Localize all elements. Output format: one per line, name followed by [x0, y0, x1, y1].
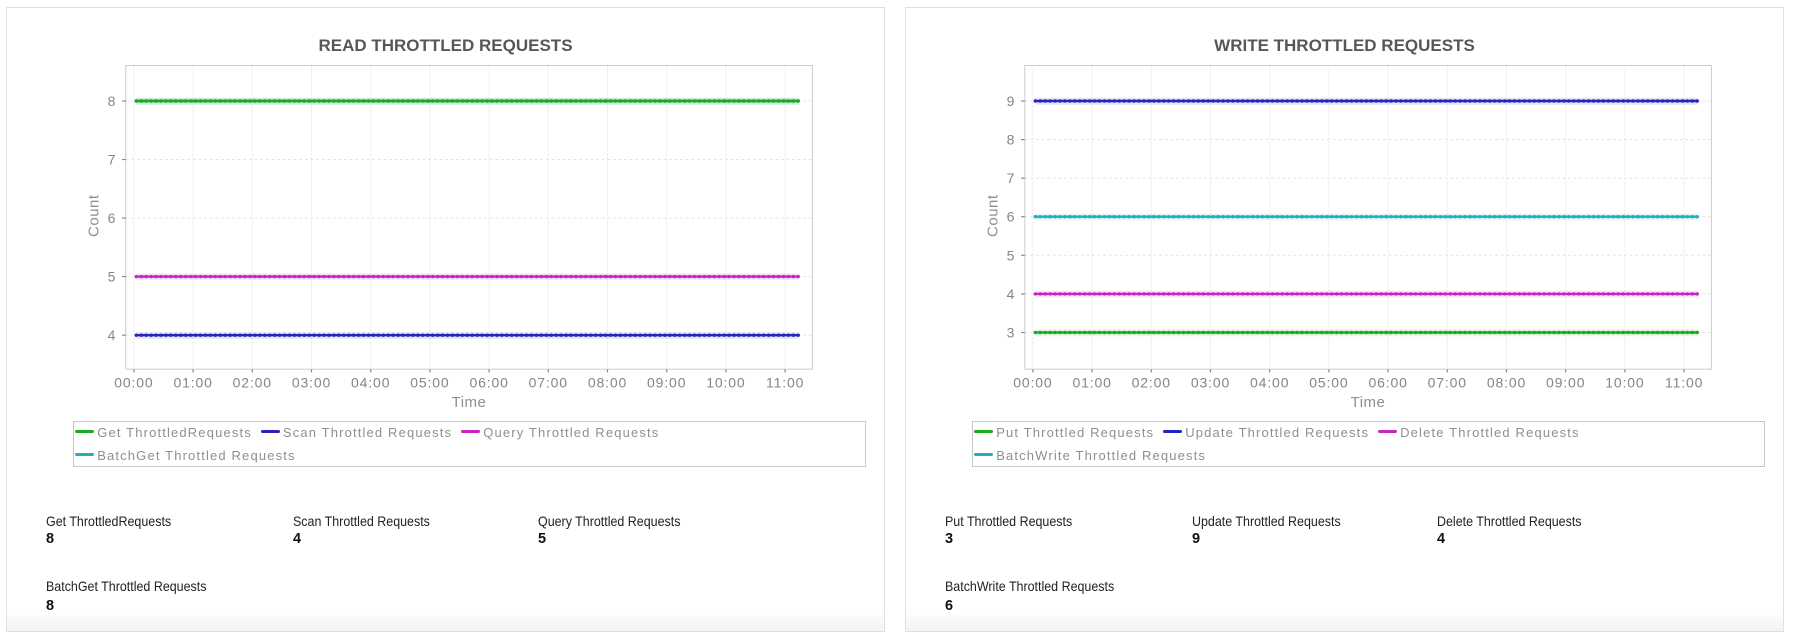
svg-text:09:00: 09:00: [647, 374, 686, 390]
svg-text:10:00: 10:00: [706, 374, 745, 390]
svg-text:6: 6: [108, 210, 116, 226]
svg-text:04:00: 04:00: [351, 374, 390, 390]
svg-text:3: 3: [1007, 325, 1015, 341]
svg-text:Count: Count: [86, 194, 103, 237]
svg-text:07:00: 07:00: [529, 374, 568, 390]
svg-text:05:00: 05:00: [410, 374, 449, 390]
svg-text:11:00: 11:00: [766, 374, 804, 390]
svg-text:6: 6: [1007, 209, 1015, 225]
svg-text:Time: Time: [452, 394, 487, 411]
svg-text:7: 7: [108, 152, 116, 168]
svg-text:9: 9: [1007, 93, 1015, 109]
svg-text:08:00: 08:00: [588, 374, 627, 390]
svg-text:00:00: 00:00: [1013, 374, 1052, 390]
svg-text:8: 8: [108, 93, 116, 109]
svg-text:Time: Time: [1351, 394, 1386, 411]
svg-text:8: 8: [1007, 132, 1015, 148]
svg-text:11:00: 11:00: [1665, 374, 1703, 390]
svg-text:02:00: 02:00: [233, 374, 272, 390]
svg-text:05:00: 05:00: [1309, 374, 1348, 390]
svg-text:4: 4: [1007, 286, 1015, 302]
svg-text:Count: Count: [985, 194, 1002, 237]
svg-text:5: 5: [108, 269, 116, 285]
svg-text:06:00: 06:00: [1368, 374, 1407, 390]
svg-text:04:00: 04:00: [1250, 374, 1289, 390]
svg-text:7: 7: [1007, 170, 1015, 186]
svg-text:10:00: 10:00: [1605, 374, 1644, 390]
svg-text:4: 4: [108, 327, 116, 343]
svg-text:09:00: 09:00: [1546, 374, 1585, 390]
svg-text:03:00: 03:00: [1191, 374, 1230, 390]
svg-text:5: 5: [1007, 247, 1015, 263]
svg-text:01:00: 01:00: [1072, 374, 1111, 390]
svg-text:00:00: 00:00: [114, 374, 153, 390]
svg-text:03:00: 03:00: [292, 374, 331, 390]
svg-text:06:00: 06:00: [469, 374, 508, 390]
svg-text:08:00: 08:00: [1487, 374, 1526, 390]
svg-text:01:00: 01:00: [173, 374, 212, 390]
svg-text:07:00: 07:00: [1428, 374, 1467, 390]
svg-text:02:00: 02:00: [1132, 374, 1171, 390]
